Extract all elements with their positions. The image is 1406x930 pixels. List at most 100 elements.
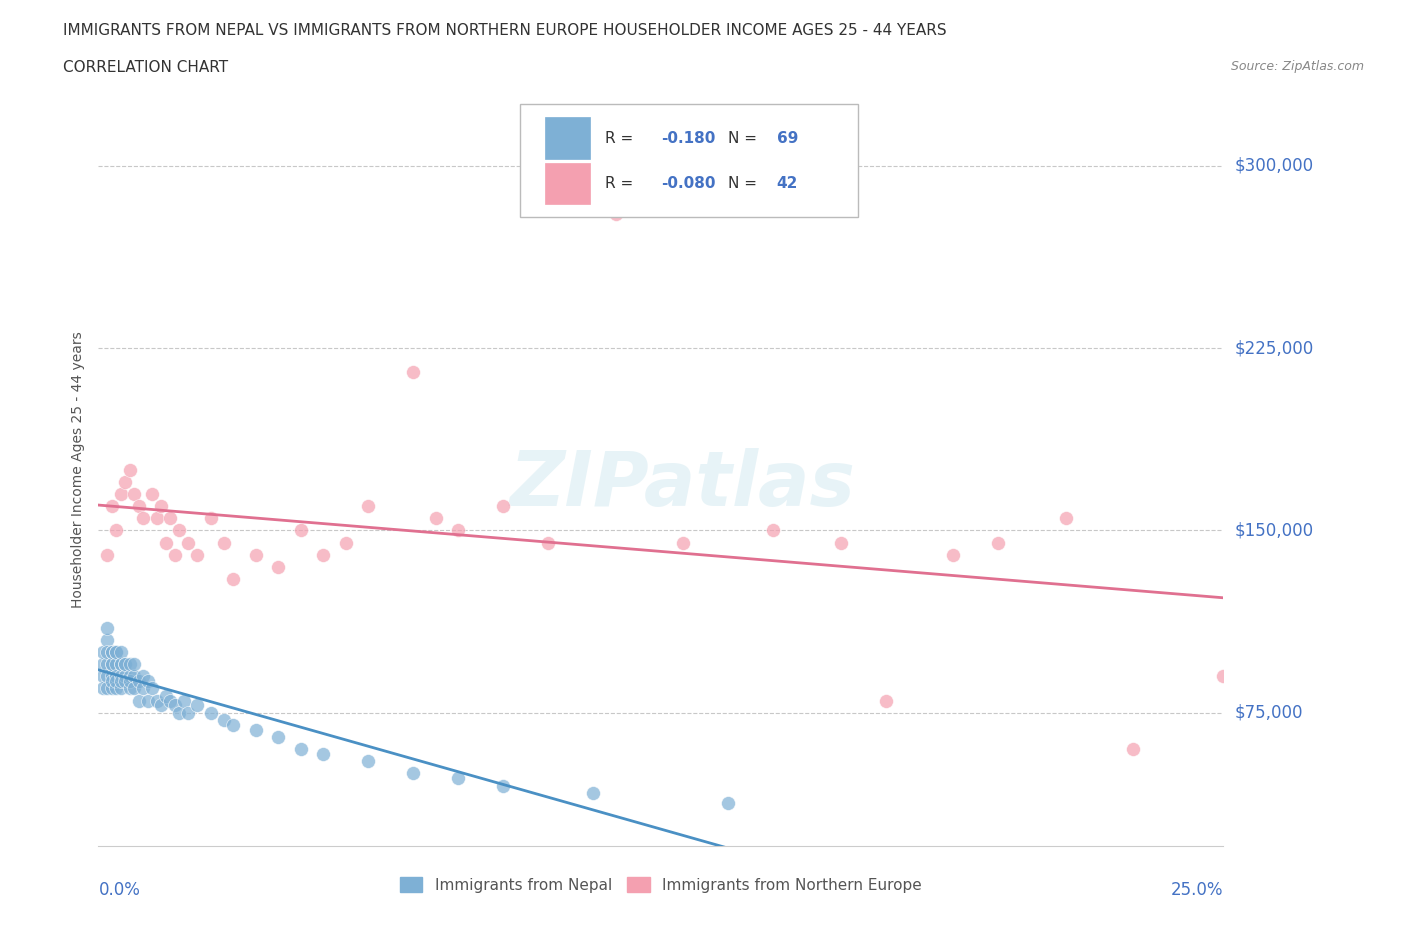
Point	[290, 741, 312, 756]
Text: N =: N =	[728, 176, 762, 191]
Text: CORRELATION CHART: CORRELATION CHART	[63, 60, 228, 75]
Point	[155, 688, 177, 703]
Point	[114, 657, 136, 671]
Point	[150, 498, 173, 513]
Point	[105, 644, 128, 659]
Text: R =: R =	[605, 176, 638, 191]
Point	[186, 547, 208, 562]
Point	[357, 498, 380, 513]
Point	[96, 620, 118, 635]
Text: 25.0%: 25.0%	[1171, 881, 1223, 899]
Point	[267, 729, 290, 744]
Point	[357, 754, 380, 769]
Point	[132, 511, 155, 525]
Point	[118, 673, 141, 688]
Point	[124, 669, 146, 684]
Point	[141, 486, 163, 501]
Point	[101, 681, 124, 696]
Point	[335, 535, 357, 550]
Point	[214, 535, 236, 550]
Point	[141, 681, 163, 696]
Point	[110, 673, 132, 688]
Point	[146, 511, 169, 525]
Point	[942, 547, 965, 562]
Point	[101, 673, 124, 688]
Bar	[546, 117, 591, 159]
Point	[105, 657, 128, 671]
Point	[101, 498, 124, 513]
Point	[222, 572, 245, 587]
Point	[163, 547, 186, 562]
Point	[1122, 741, 1144, 756]
Point	[159, 511, 181, 525]
Text: $75,000: $75,000	[1234, 704, 1303, 722]
Point	[186, 698, 208, 712]
Point	[124, 681, 146, 696]
Point	[118, 669, 141, 684]
Point	[114, 474, 136, 489]
Point	[214, 712, 236, 727]
Point	[110, 681, 132, 696]
Point	[312, 547, 335, 562]
Point	[136, 673, 159, 688]
Point	[177, 705, 200, 720]
Point	[118, 681, 141, 696]
Point	[96, 547, 118, 562]
Point	[163, 698, 186, 712]
Point	[492, 498, 515, 513]
Point	[114, 669, 136, 684]
Text: 0.0%: 0.0%	[98, 881, 141, 899]
Point	[290, 523, 312, 538]
Text: $150,000: $150,000	[1234, 522, 1313, 539]
Point	[96, 657, 118, 671]
Legend: Immigrants from Nepal, Immigrants from Northern Europe: Immigrants from Nepal, Immigrants from N…	[394, 870, 928, 899]
Point	[150, 698, 173, 712]
Point	[118, 462, 141, 477]
Text: -0.180: -0.180	[661, 131, 716, 146]
Text: Source: ZipAtlas.com: Source: ZipAtlas.com	[1230, 60, 1364, 73]
Text: IMMIGRANTS FROM NEPAL VS IMMIGRANTS FROM NORTHERN EUROPE HOUSEHOLDER INCOME AGES: IMMIGRANTS FROM NEPAL VS IMMIGRANTS FROM…	[63, 23, 946, 38]
Point	[101, 644, 124, 659]
Point	[128, 498, 150, 513]
Point	[91, 669, 114, 684]
Point	[128, 693, 150, 708]
Point	[672, 535, 695, 550]
Text: R =: R =	[605, 131, 638, 146]
Point	[245, 547, 267, 562]
Point	[132, 669, 155, 684]
Point	[605, 207, 627, 222]
Point	[124, 657, 146, 671]
Point	[124, 486, 146, 501]
Point	[96, 632, 118, 647]
Point	[402, 766, 425, 781]
Point	[492, 778, 515, 793]
Point	[105, 669, 128, 684]
Point	[96, 644, 118, 659]
Point	[110, 486, 132, 501]
Point	[101, 657, 124, 671]
Point	[245, 723, 267, 737]
Text: -0.080: -0.080	[661, 176, 716, 191]
Point	[114, 657, 136, 671]
Point	[169, 705, 191, 720]
Text: $225,000: $225,000	[1234, 339, 1313, 357]
Point	[110, 657, 132, 671]
Point	[1212, 669, 1234, 684]
Point	[177, 535, 200, 550]
Point	[110, 657, 132, 671]
Point	[312, 747, 335, 762]
Point	[200, 511, 222, 525]
Point	[200, 705, 222, 720]
Point	[402, 365, 425, 379]
Point	[128, 673, 150, 688]
Point	[105, 681, 128, 696]
Point	[105, 673, 128, 688]
Point	[537, 535, 560, 550]
Point	[132, 681, 155, 696]
Text: $300,000: $300,000	[1234, 157, 1313, 175]
Point	[96, 669, 118, 684]
Point	[105, 523, 128, 538]
Point	[101, 669, 124, 684]
Point	[101, 644, 124, 659]
Point	[136, 693, 159, 708]
